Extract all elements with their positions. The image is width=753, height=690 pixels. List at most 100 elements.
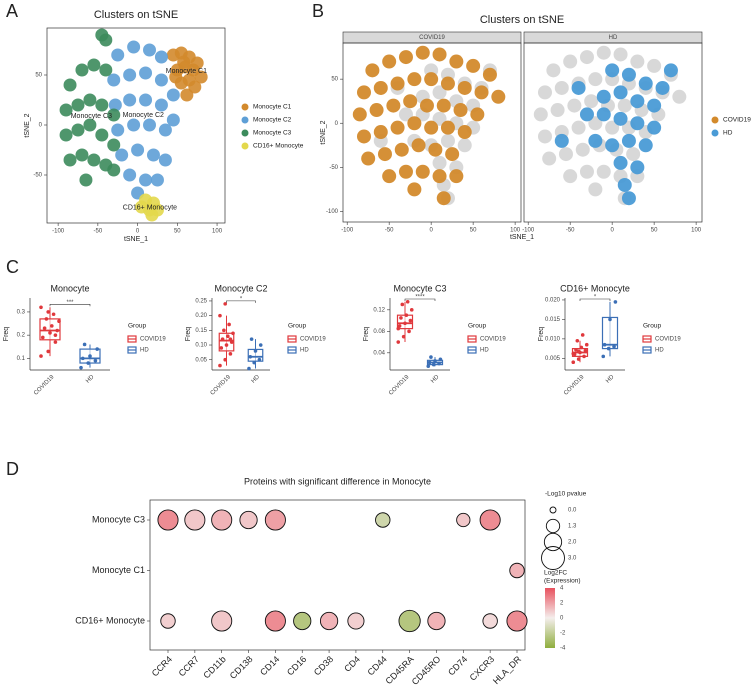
bubble [211,509,233,531]
panel-label: C [6,257,19,277]
point [466,58,481,73]
point [41,335,45,340]
point [409,308,414,312]
point [576,357,581,361]
x-axis-label: tSNE_1 [510,234,534,241]
colorbar-label: 4 [560,586,564,592]
point [48,331,52,335]
column-label: CD44 [366,654,389,677]
y-tick-label: 0.12 [373,307,385,313]
point [397,324,402,328]
x-tick-label: COVID19 [33,374,56,397]
point [154,98,168,112]
point [99,33,113,47]
cluster-label: Monocyte C1 [166,68,207,75]
y-tick-label: 0.20 [195,313,207,319]
point [403,94,418,109]
point [432,155,447,170]
legend-swatch [241,142,249,150]
column-label: CD16 [285,654,308,677]
legend-label: Monocyte C2 [253,117,292,124]
point [630,160,645,175]
point [71,123,85,137]
point [612,344,616,349]
point [257,357,262,362]
point [95,347,99,351]
bubble [509,562,525,579]
panel-label: B [312,1,324,21]
point [550,103,565,118]
significance-bracket [49,303,91,307]
point [188,80,202,94]
point [630,94,645,109]
point [154,73,168,87]
legend-swatch [711,129,719,137]
point [621,133,636,148]
point [228,337,233,341]
x-tick-label: -100 [522,228,535,234]
legend-label: Monocyte C1 [253,104,292,111]
legend-label: COVID19 [655,337,681,343]
plot-frame [46,27,226,224]
size-legend-title: -Log10 pvalue [545,491,587,498]
point [401,334,406,339]
point [218,313,222,318]
point [432,169,447,184]
point [405,299,410,304]
x-tick-label: -50 [94,229,103,235]
point [605,63,620,78]
point [617,98,632,113]
x-axis-label: tSNE_1 [124,236,148,243]
point [542,151,557,166]
point [81,356,85,361]
point [82,342,87,347]
point [638,138,653,153]
point [53,333,58,337]
point [365,63,380,78]
point [575,339,580,343]
point [79,173,93,187]
point [258,343,263,347]
colorbar-label: -2 [560,631,566,637]
point [394,142,409,157]
point [647,58,662,73]
point [63,78,77,92]
y-tick-label: 0.04 [373,350,385,356]
x-tick-label: 0 [610,228,614,234]
colorbar-label: 0 [560,616,564,622]
point [99,63,113,77]
point [605,138,620,153]
point [407,116,422,131]
point [352,107,367,122]
point [596,164,611,179]
point [404,313,409,317]
x-tick-label: 50 [174,229,181,235]
y-axis-label: tSNE_2 [24,113,31,137]
point [249,337,254,341]
legend-label: CD16+ Monocyte [253,143,304,150]
point [438,357,443,362]
point [596,89,611,104]
legend-label: Monocyte C3 [253,130,292,137]
point [146,148,160,162]
point [431,362,436,367]
point [223,357,227,362]
colorbar-label: 2 [560,601,564,607]
legend-label: HD [140,348,149,354]
point [107,73,121,87]
point [537,85,552,100]
x-tick-label: COVID19 [210,374,233,397]
point [150,173,164,187]
bubble [239,510,258,530]
point [588,72,603,87]
point [428,142,443,157]
point [537,129,552,144]
point [398,107,413,122]
point [226,334,230,339]
size-legend-label: 1.3 [568,524,577,530]
point [361,151,376,166]
significance-label: **** [415,295,425,301]
point [453,103,468,118]
row-label: CD16+ Monocyte [75,615,145,625]
legend-swatch [241,116,249,124]
